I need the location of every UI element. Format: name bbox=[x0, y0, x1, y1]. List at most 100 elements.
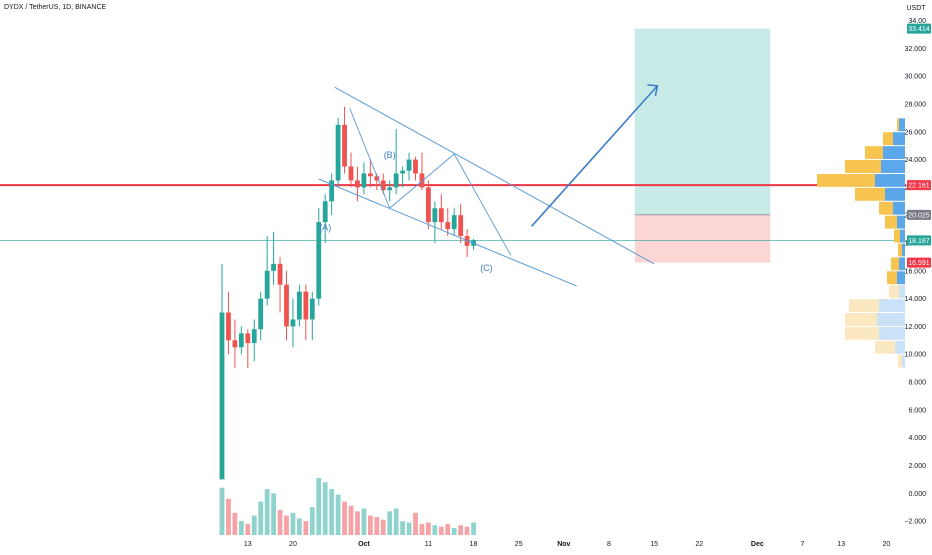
price-tick-label: 28.000 bbox=[905, 101, 927, 108]
candle-body[interactable] bbox=[284, 284, 289, 327]
candle-body[interactable] bbox=[232, 340, 238, 348]
projection-arrow-line[interactable] bbox=[531, 85, 658, 227]
volume-bar bbox=[438, 526, 444, 535]
volume-bar bbox=[258, 501, 264, 535]
projection-arrow-head bbox=[647, 84, 659, 97]
candle-body[interactable] bbox=[219, 312, 225, 480]
volume-bar bbox=[290, 512, 296, 535]
candle-body[interactable] bbox=[277, 263, 283, 285]
candle-body[interactable] bbox=[238, 333, 244, 348]
loss-zone[interactable] bbox=[634, 214, 771, 263]
candle-body[interactable] bbox=[432, 208, 438, 223]
candle-body[interactable] bbox=[309, 298, 315, 320]
volume-bar bbox=[316, 477, 322, 535]
candle-body[interactable] bbox=[303, 291, 309, 320]
price-axis: USDT 34.00 32.000 30.000 28.000 26.000 24.000 2… bbox=[904, 5, 931, 526]
price-tick-label: 32.000 bbox=[905, 46, 927, 53]
candle-body[interactable] bbox=[329, 180, 335, 202]
candle-body[interactable] bbox=[400, 170, 405, 174]
price-tag bbox=[907, 23, 931, 34]
channel-upper-line[interactable] bbox=[334, 86, 655, 265]
candle-body[interactable] bbox=[348, 166, 354, 181]
time-tick-label: 20 bbox=[882, 541, 890, 548]
candle-body[interactable] bbox=[322, 201, 328, 223]
candle-body[interactable] bbox=[374, 176, 380, 181]
volume-bar bbox=[342, 501, 347, 535]
candle-body[interactable] bbox=[251, 329, 257, 344]
volume-bar bbox=[406, 522, 412, 535]
candle-body[interactable] bbox=[367, 173, 373, 177]
volume-bars bbox=[219, 477, 476, 535]
price-tag-label: 16.591 bbox=[908, 260, 930, 267]
price-tag-label: 33.414 bbox=[908, 26, 930, 33]
profit-zone[interactable] bbox=[634, 28, 771, 215]
volume-profile-sell bbox=[889, 285, 899, 299]
time-tick-label: 11 bbox=[425, 541, 432, 548]
candle-body[interactable] bbox=[245, 333, 251, 344]
volume-bar bbox=[374, 516, 380, 535]
volume-bar bbox=[445, 523, 451, 535]
candle-body[interactable] bbox=[355, 180, 360, 188]
volume-bar bbox=[361, 508, 367, 535]
volume-bar bbox=[413, 512, 418, 535]
volume-profile-sell bbox=[845, 313, 877, 326]
time-tick-label: Dec bbox=[751, 541, 764, 548]
time-tick-label: 13 bbox=[837, 541, 845, 548]
candle-body[interactable] bbox=[297, 291, 302, 320]
volume-profile-sell bbox=[849, 299, 879, 313]
wave-label: (C) bbox=[480, 263, 493, 273]
volume-profile-sell bbox=[855, 187, 885, 201]
volume-bar bbox=[219, 487, 225, 535]
candle-body[interactable] bbox=[290, 319, 296, 327]
candle-body[interactable] bbox=[387, 187, 393, 191]
candle-body[interactable] bbox=[264, 270, 270, 299]
candle-body[interactable] bbox=[406, 159, 412, 171]
candle-body[interactable] bbox=[316, 222, 322, 299]
volume-profile-sell bbox=[898, 354, 902, 368]
price-tick-label: 8.000 bbox=[908, 380, 926, 387]
volume-bar bbox=[458, 525, 464, 535]
volume-bar bbox=[251, 515, 257, 535]
volume-profile-buy bbox=[877, 313, 905, 326]
time-tick-label: Oct bbox=[358, 541, 370, 548]
volume-bar bbox=[245, 523, 251, 535]
candle-body[interactable] bbox=[271, 263, 276, 271]
volume-profile-sell bbox=[897, 118, 899, 132]
volume-bar bbox=[471, 522, 476, 535]
volume-profile-sell bbox=[845, 326, 879, 340]
candle-body[interactable] bbox=[438, 208, 444, 223]
volume-profile bbox=[817, 118, 905, 368]
candle-body[interactable] bbox=[413, 159, 418, 174]
wave-label: (A) bbox=[319, 222, 331, 232]
price-tick-label: 26.000 bbox=[905, 129, 927, 136]
volume-bar bbox=[329, 489, 335, 535]
volume-bar bbox=[284, 515, 289, 535]
wave-abc-line[interactable] bbox=[349, 107, 512, 256]
volume-bar bbox=[309, 507, 315, 535]
channel-lower-line[interactable] bbox=[318, 178, 577, 287]
candle-body[interactable] bbox=[226, 312, 231, 341]
volume-bar bbox=[367, 515, 373, 535]
volume-profile-buy bbox=[881, 160, 905, 173]
candle-body[interactable] bbox=[419, 173, 425, 188]
volume-profile-buy bbox=[885, 187, 905, 201]
volume-profile-buy bbox=[902, 354, 905, 368]
candle-body[interactable] bbox=[335, 124, 341, 181]
candle-body[interactable] bbox=[342, 124, 347, 167]
volume-profile-buy bbox=[883, 146, 905, 160]
volume-profile-buy bbox=[899, 285, 905, 299]
volume-profile-sell bbox=[891, 257, 899, 271]
volume-bar bbox=[380, 519, 386, 535]
candle-body[interactable] bbox=[451, 215, 457, 230]
candle-body[interactable] bbox=[458, 215, 464, 237]
candle-body[interactable] bbox=[393, 173, 399, 188]
candle-body[interactable] bbox=[380, 180, 386, 191]
candle-body[interactable] bbox=[426, 187, 431, 223]
candle-body[interactable] bbox=[361, 173, 367, 188]
candle-body[interactable] bbox=[258, 298, 264, 330]
candle-body[interactable] bbox=[445, 222, 451, 230]
price-tick-label: 14.000 bbox=[905, 296, 927, 303]
volume-bar bbox=[303, 521, 309, 535]
